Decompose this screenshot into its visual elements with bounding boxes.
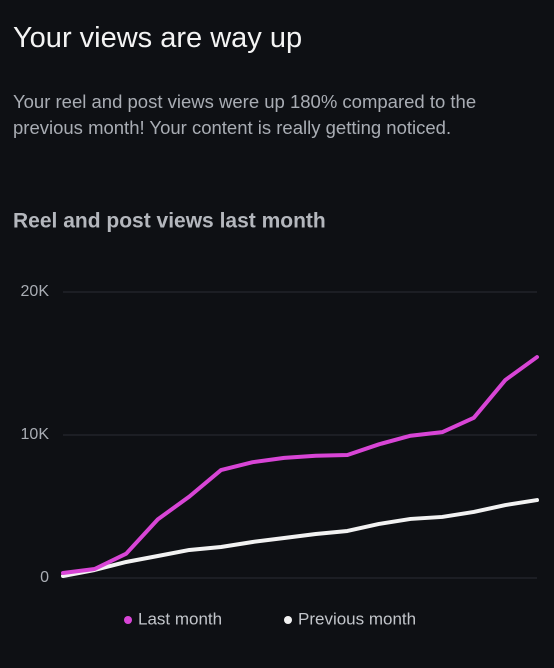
legend-label: Previous month (298, 609, 416, 628)
legend-marker (124, 616, 132, 624)
legend-label: Last month (138, 609, 222, 628)
chart-title: Reel and post views last month (13, 210, 326, 233)
heading: Your views are way up (13, 22, 303, 54)
line (61, 498, 539, 578)
legend-marker (284, 616, 292, 624)
line (61, 355, 539, 575)
y-tick-label: 0 (40, 569, 49, 586)
description: Your reel and post views were up 180% co… (13, 91, 477, 138)
y-tick-label: 20K (21, 283, 50, 300)
y-tick-label: 10K (21, 426, 50, 443)
